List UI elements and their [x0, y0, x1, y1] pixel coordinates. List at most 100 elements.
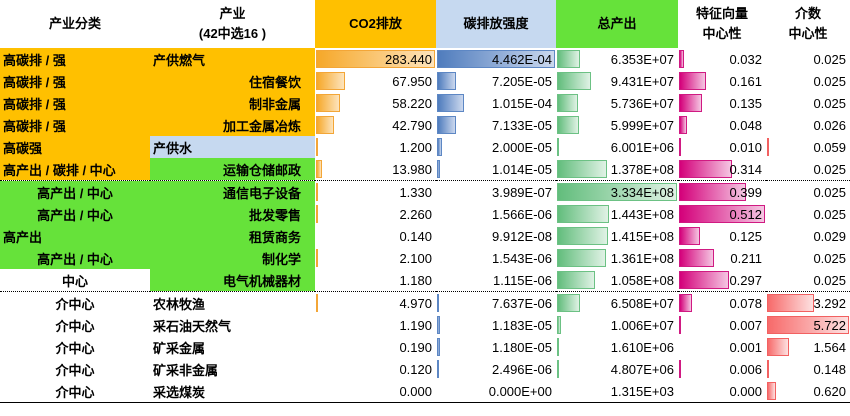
eigen-value: 0.297: [729, 272, 762, 288]
eigen-cell: 0.314: [678, 158, 766, 181]
betweenness-value: 0.025: [813, 73, 846, 89]
co2-value: 67.950: [392, 73, 432, 89]
header-industry: 产业 (42中选16 ): [198, 6, 267, 41]
category-cell: 中心: [61, 273, 88, 289]
intensity-value: 7.133E-05: [492, 117, 552, 133]
output-value: 6.508E+07: [610, 295, 674, 311]
table-row: 高产出 / 中心 制化学 2.100 1.543E-06 1.361E+08 0.211 0…: [0, 247, 850, 269]
eigen-cell: 0.211: [678, 247, 766, 269]
betweenness-cell: 0.025: [766, 203, 850, 225]
eigen-value: 0.001: [729, 339, 762, 355]
intensity-bar: [437, 94, 464, 112]
output-value: 1.378E+08: [610, 161, 674, 177]
betweenness-bar: [767, 338, 789, 356]
output-value: 5.999E+07: [610, 117, 674, 133]
output-value: 5.736E+07: [610, 95, 674, 111]
co2-value: 1.190: [399, 317, 432, 333]
industry-cell: 制化学: [150, 247, 315, 269]
intensity-cell: 7.133E-05: [436, 114, 556, 136]
co2-value: 13.980: [392, 161, 432, 177]
output-cell: 6.508E+07: [556, 291, 678, 314]
output-cell: 5.999E+07: [556, 114, 678, 136]
co2-value: 283.440: [385, 51, 432, 67]
output-cell: 1.006E+07: [556, 314, 678, 336]
eigen-bar: [679, 205, 765, 223]
category-cell: 高产出 / 中心: [0, 203, 150, 225]
intensity-value: 1.014E-05: [492, 161, 552, 177]
co2-cell: 2.260: [315, 203, 436, 225]
betweenness-bar: [767, 294, 814, 312]
output-value: 1.415E+08: [610, 228, 674, 244]
co2-bar: [316, 50, 435, 68]
intensity-bar: [437, 360, 439, 378]
betweenness-cell: 0.026: [766, 114, 850, 136]
betweenness-cell: 3.292: [766, 291, 850, 314]
category-cell: 高产出 / 中心: [0, 180, 150, 203]
eigen-value: 0.512: [729, 206, 762, 222]
output-bar: [557, 316, 561, 334]
co2-value: 1.330: [399, 184, 432, 200]
co2-cell: 0.120: [315, 358, 436, 380]
intensity-cell: 1.180E-05: [436, 336, 556, 358]
eigen-bar: [679, 360, 681, 378]
intensity-value: 7.205E-05: [492, 73, 552, 89]
eigen-cell: 0.007: [678, 314, 766, 336]
co2-bar: [316, 72, 345, 90]
category-cell: 介中心: [55, 318, 95, 334]
intensity-value: 1.180E-05: [492, 339, 552, 355]
output-bar: [557, 338, 559, 356]
table-row: 高产出 / 碳排 / 中心 运输仓储邮政 13.980 1.014E-05 1.378E…: [0, 158, 850, 181]
category-cell: 介中心: [55, 362, 95, 378]
eigen-bar: [679, 316, 681, 334]
betweenness-cell: 1.564: [766, 336, 850, 358]
co2-bar: [316, 160, 322, 178]
co2-cell: 283.440: [315, 48, 436, 70]
header-row: 产业分类 产业 (42中选16 ) CO2排放 碳排放强度 总产出 特征向量 中心性…: [0, 0, 850, 48]
eigen-value: 0.048: [729, 117, 762, 133]
co2-value: 4.970: [399, 295, 432, 311]
output-bar: [557, 50, 580, 68]
eigen-bar: [679, 294, 692, 312]
betweenness-cell: 0.025: [766, 70, 850, 92]
output-value: 6.001E+06: [610, 139, 674, 155]
intensity-value: 2.000E-05: [492, 139, 552, 155]
intensity-cell: 1.014E-05: [436, 158, 556, 181]
table-row: 介中心 采石油天然气 1.190 1.183E-05 1.006E+07 0.007 5.7…: [0, 314, 850, 336]
category-cell: 高产出 / 中心: [0, 247, 150, 269]
eigen-bar: [679, 94, 702, 112]
industry-cell: 租赁商务: [150, 225, 315, 247]
header-betweenness: 介数 中心性: [788, 6, 828, 41]
eigen-bar: [679, 116, 687, 134]
co2-bar: [316, 205, 318, 223]
betweenness-cell: 5.722: [766, 314, 850, 336]
header-intensity: 碳排放强度: [436, 0, 556, 48]
industry-cell: 批发零售: [150, 203, 315, 225]
output-value: 1.006E+07: [610, 317, 674, 333]
eigen-value: 0.399: [729, 184, 762, 200]
intensity-cell: 0.000E+00: [436, 380, 556, 403]
intensity-cell: 1.183E-05: [436, 314, 556, 336]
industry-cell: 采石油天然气: [153, 318, 232, 334]
industry-cell: 加工金属冶炼: [150, 114, 315, 136]
intensity-cell: 9.912E-08: [436, 225, 556, 247]
eigen-cell: 0.006: [678, 358, 766, 380]
table-row: 介中心 采选煤炭 0.000 0.000E+00 1.315E+03 0.000 0.620: [0, 380, 850, 403]
betweenness-cell: 0.025: [766, 92, 850, 114]
betweenness-value: 5.722: [813, 317, 846, 333]
industry-cell: 矿采非金属: [153, 362, 219, 378]
intensity-bar: [437, 338, 440, 356]
intensity-cell: 1.543E-06: [436, 247, 556, 269]
betweenness-value: 0.029: [813, 228, 846, 244]
intensity-value: 1.115E-06: [492, 272, 552, 288]
eigen-bar: [679, 249, 714, 267]
table-row: 高碳排 / 强制非金属 58.220 1.015E-04 5.736E+07 0.135…: [0, 92, 850, 114]
eigen-cell: 0.512: [678, 203, 766, 225]
output-bar: [557, 160, 607, 178]
co2-bar: [316, 116, 334, 134]
eigen-bar: [679, 183, 746, 201]
betweenness-cell: 0.025: [766, 180, 850, 203]
betweenness-bar: [767, 316, 849, 334]
industry-cell: 通信电子设备: [150, 180, 315, 203]
intensity-cell: 2.496E-06: [436, 358, 556, 380]
intensity-cell: 1.566E-06: [436, 203, 556, 225]
